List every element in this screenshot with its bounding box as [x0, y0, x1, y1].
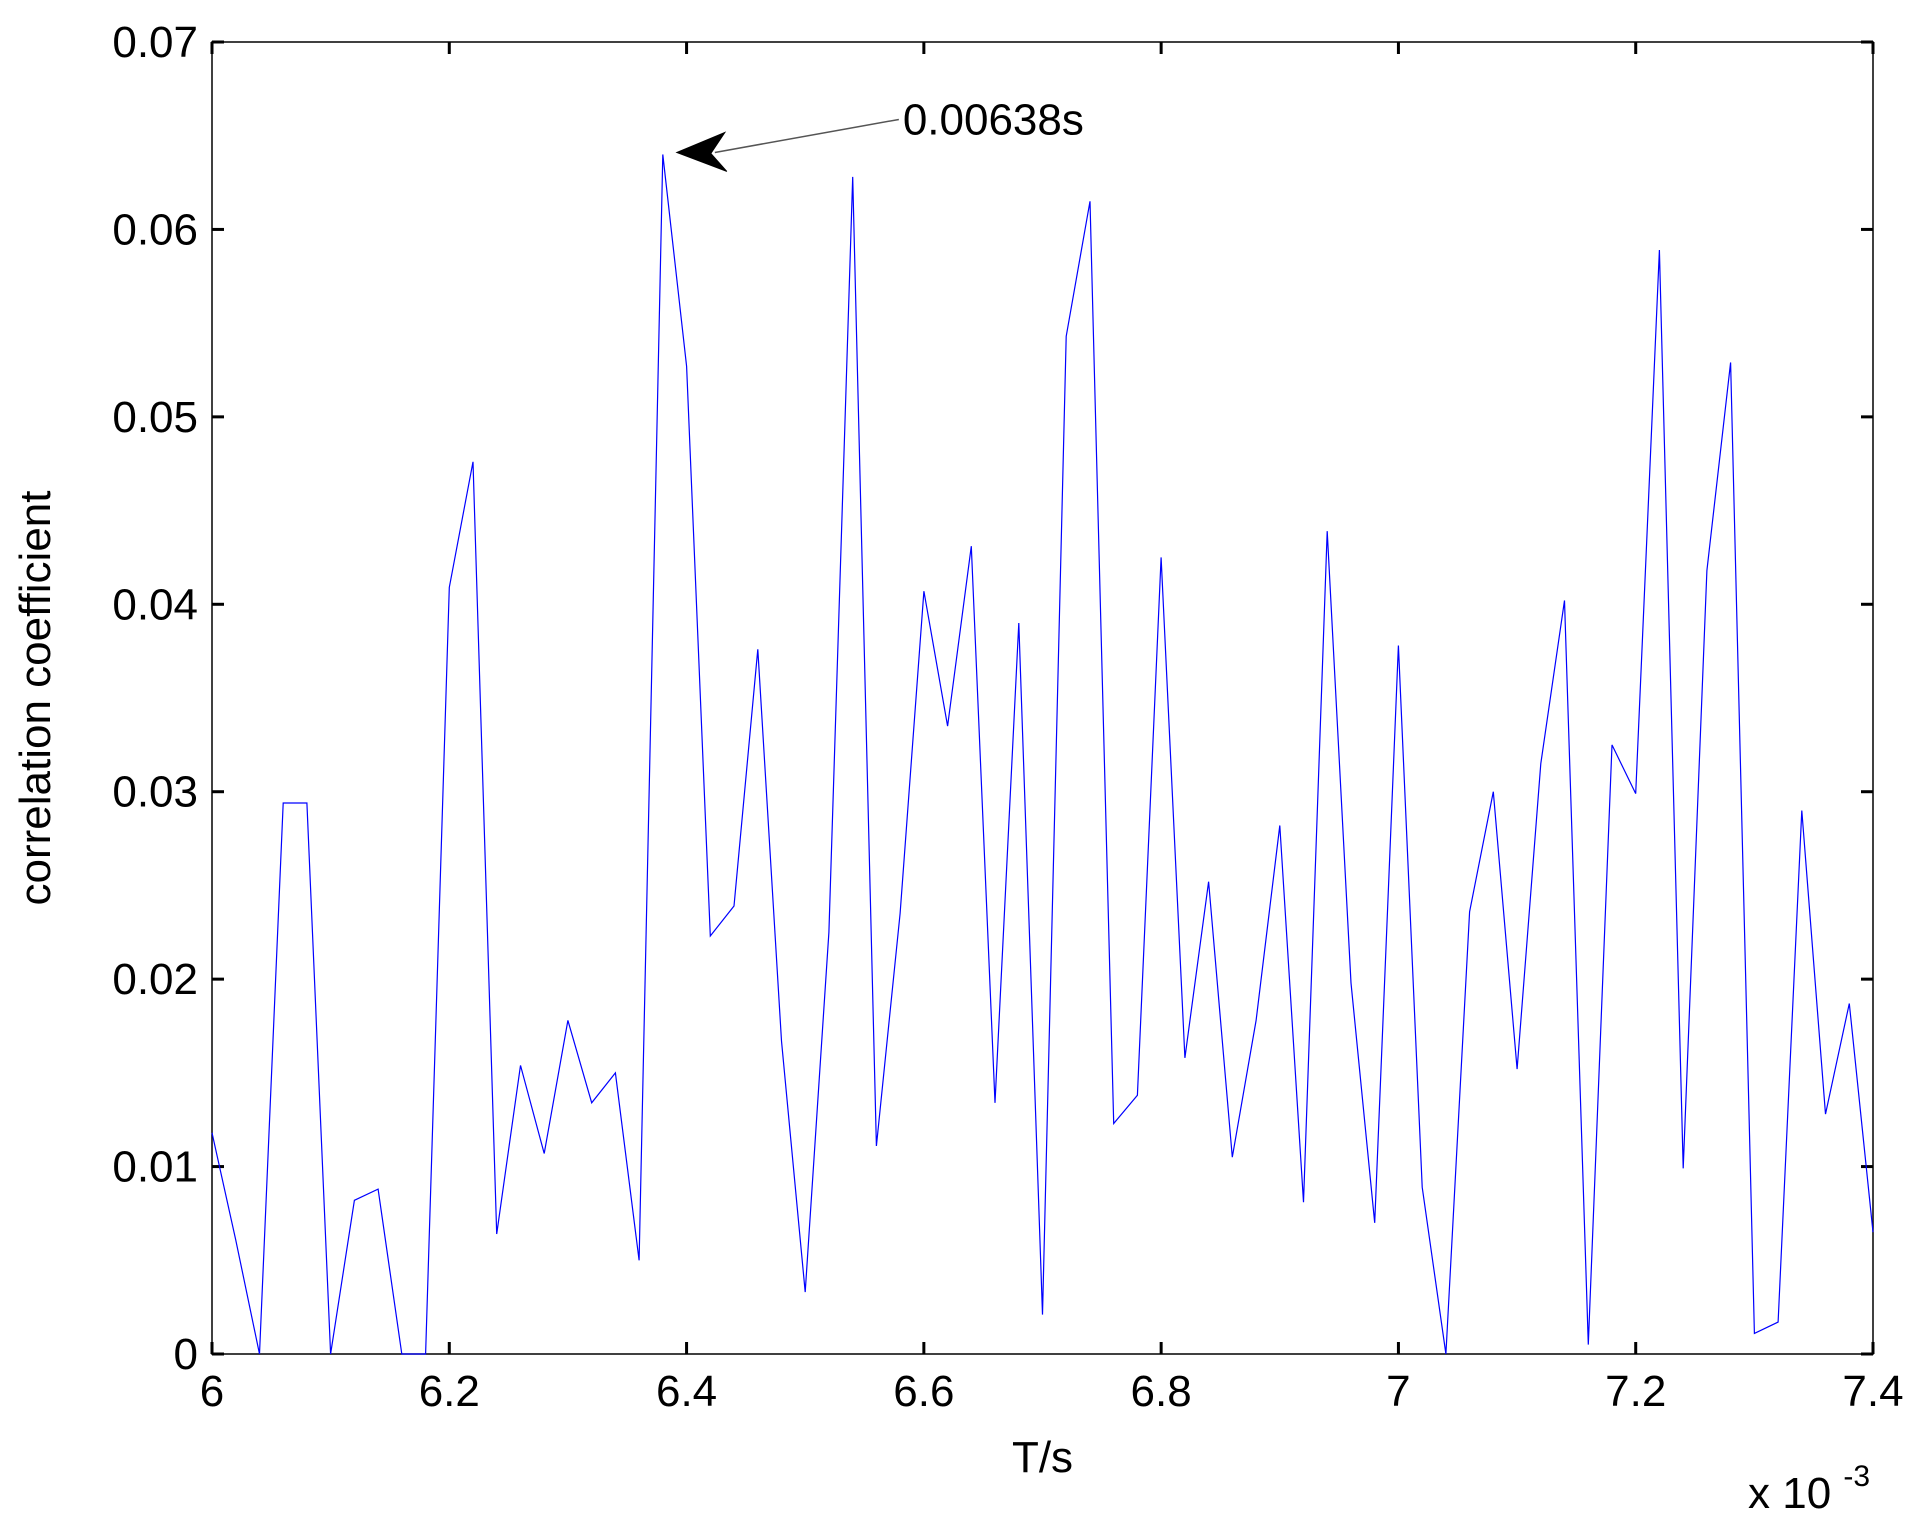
annotation-arrow-line — [714, 118, 899, 154]
y-tick-label: 0 — [174, 1330, 198, 1379]
annotation-arrowhead — [675, 131, 728, 172]
x-tick-label: 6.6 — [893, 1367, 954, 1416]
x-axis-multiplier-exponent: -3 — [1843, 1460, 1870, 1493]
x-axis-label: T/s — [1012, 1433, 1073, 1482]
x-axis-multiplier-base: x 10 — [1748, 1469, 1831, 1518]
plot-box — [211, 41, 1874, 1355]
y-tick-label: 0.01 — [112, 1143, 198, 1192]
x-axis-multiplier: x 10 -3 — [1748, 1460, 1870, 1518]
y-tick-label: 0.07 — [112, 18, 198, 67]
annotation-layer: 0.00638s — [675, 95, 1084, 172]
x-tick-label: 6 — [200, 1367, 224, 1416]
x-tick-label: 6.8 — [1131, 1367, 1192, 1416]
annotation-label: 0.00638s — [903, 95, 1084, 144]
x-tick-label: 6.4 — [656, 1367, 717, 1416]
y-tick-label: 0.04 — [112, 580, 198, 629]
x-tick-label: 7.2 — [1605, 1367, 1666, 1416]
x-tick-label: 6.2 — [419, 1367, 480, 1416]
x-tick-label: 7.4 — [1842, 1367, 1903, 1416]
series-line — [211, 154, 1874, 1355]
y-axis-label: correlation coefficient — [11, 491, 60, 906]
axis-ticks: 6 6.2 6.4 6.6 6.8 7 7.2 7.4 0 0.01 0.02 0.03 0.04 0.0… — [112, 18, 1903, 1416]
y-tick-label: 0.03 — [112, 768, 198, 817]
x-tick-label: 7 — [1386, 1367, 1410, 1416]
series-layer — [211, 154, 1874, 1355]
plot-frame — [211, 41, 1874, 1355]
y-tick-label: 0.06 — [112, 205, 198, 254]
y-tick-label: 0.02 — [112, 955, 198, 1004]
y-tick-label: 0.05 — [112, 393, 198, 442]
